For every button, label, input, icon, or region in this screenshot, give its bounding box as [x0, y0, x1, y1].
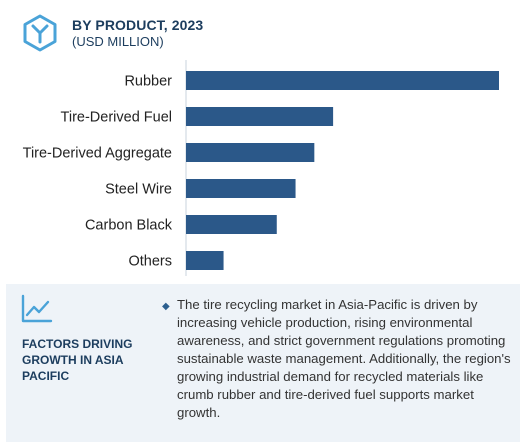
bar-rubber [186, 71, 499, 90]
bar-carbon-black [186, 215, 277, 234]
bar-tire-derived-aggregate [186, 143, 315, 162]
chart-subtitle: (USD MILLION) [72, 34, 164, 49]
category-label: Steel Wire [105, 182, 172, 198]
bar-others [186, 251, 224, 270]
bar-steel-wire [186, 179, 296, 198]
growth-factors-panel: FACTORS DRIVING GROWTH IN ASIA PACIFIC ◆… [6, 284, 520, 442]
line-chart-icon [21, 294, 53, 323]
category-label: Rubber [124, 74, 172, 90]
hexagon-y-logo-icon [23, 14, 57, 52]
category-label: Others [128, 254, 172, 270]
bar-tire-derived-fuel [186, 107, 334, 126]
diamond-bullet-icon: ◆ [162, 301, 170, 312]
growth-factors-label: FACTORS DRIVING GROWTH IN ASIA PACIFIC [22, 337, 133, 383]
chart-header: BY PRODUCT, 2023 (USD MILLION) [22, 12, 502, 56]
bar-chart: Rubber Tire-Derived Fuel Tire-Derived Aggr… [23, 60, 499, 276]
category-label: Tire-Derived Fuel [61, 110, 172, 126]
category-label: Carbon Black [85, 218, 173, 234]
growth-factors-text: The tire recycling market in Asia-Pacifi… [177, 297, 511, 420]
category-label: Tire-Derived Aggregate [23, 146, 172, 162]
chart-title: BY PRODUCT, 2023 [72, 17, 204, 33]
